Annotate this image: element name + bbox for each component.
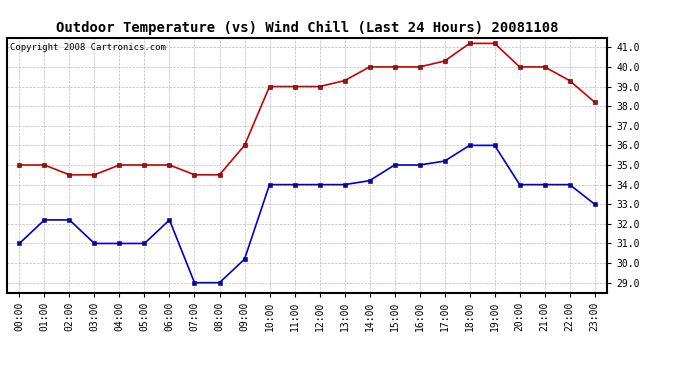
Text: Copyright 2008 Cartronics.com: Copyright 2008 Cartronics.com	[10, 43, 166, 52]
Title: Outdoor Temperature (vs) Wind Chill (Last 24 Hours) 20081108: Outdoor Temperature (vs) Wind Chill (Las…	[56, 21, 558, 35]
